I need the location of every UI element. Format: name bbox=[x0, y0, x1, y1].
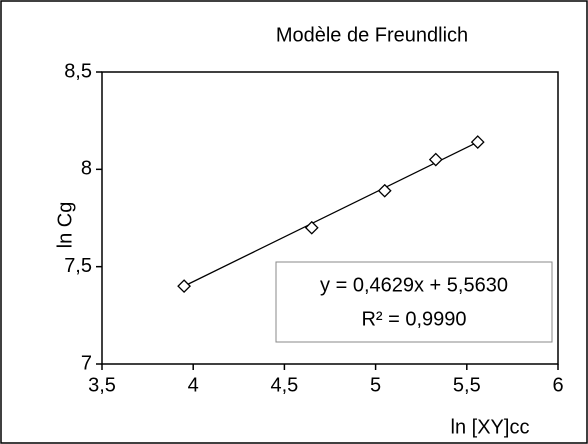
y-tick-label: 8,5 bbox=[64, 60, 92, 82]
equation: y = 0,4629x + 5,5630 bbox=[320, 274, 508, 296]
data-point bbox=[377, 183, 392, 198]
chart-title: Modèle de Freundlich bbox=[276, 24, 468, 46]
y-tick-label: 7 bbox=[81, 352, 92, 374]
y-tick-label: 7,5 bbox=[64, 255, 92, 277]
trendline bbox=[183, 141, 479, 287]
y-axis-label: ln Cg bbox=[54, 202, 76, 249]
x-axis-label: ln [XY]cc bbox=[451, 416, 530, 438]
data-point bbox=[470, 135, 485, 149]
data-point bbox=[428, 152, 443, 167]
y-tick-label: 8 bbox=[81, 158, 92, 180]
data-point bbox=[177, 279, 191, 294]
x-tick-label: 6 bbox=[552, 374, 563, 396]
x-tick-label: 3,5 bbox=[88, 374, 116, 396]
plot-area bbox=[101, 71, 559, 365]
x-tick-label: 5 bbox=[370, 374, 381, 396]
equation-box bbox=[275, 261, 553, 343]
data-point bbox=[304, 220, 319, 235]
x-tick-label: 5,5 bbox=[453, 374, 481, 396]
x-tick-label: 4 bbox=[188, 374, 199, 396]
r-squared: R² = 0,9990 bbox=[361, 308, 466, 330]
x-tick-label: 4,5 bbox=[270, 374, 298, 396]
